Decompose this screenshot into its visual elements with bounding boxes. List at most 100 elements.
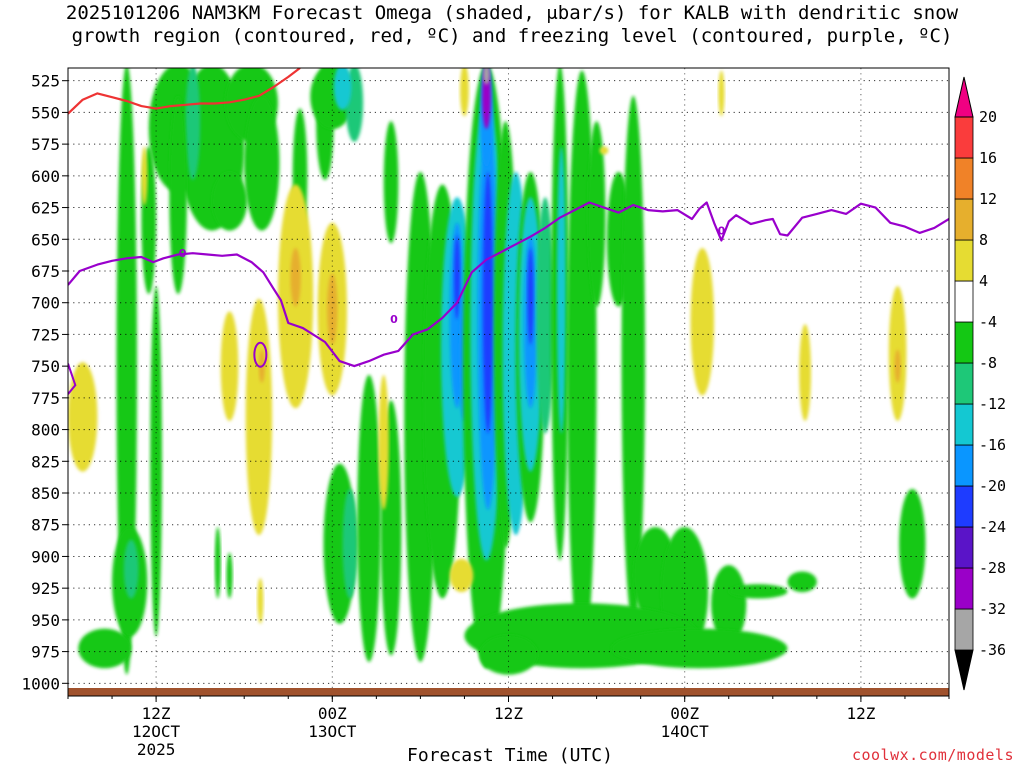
colorbar-label-4: 4 [979, 272, 988, 290]
omega-shade-38 [556, 146, 566, 434]
y-tick-label-725: 725 [31, 325, 60, 344]
omega-shade-36 [536, 197, 555, 434]
omega-shade-2 [123, 539, 139, 599]
colorbar-triangle-max [954, 76, 974, 118]
omega-shade-76 [799, 324, 811, 421]
omega-shade-72 [460, 68, 469, 117]
colorbar-label--4: -4 [979, 313, 997, 331]
x-tick-label-18-2: 13OCT [308, 722, 357, 741]
omega-shade-29 [483, 68, 490, 85]
omega-shade-16 [383, 121, 399, 244]
omega-shade-48 [357, 374, 381, 662]
omega-shade-66 [290, 247, 301, 307]
dgz-contour-line [68, 68, 301, 115]
y-tick-label-625: 625 [31, 199, 60, 218]
colorbar-swatch--4 [954, 280, 974, 323]
omega-shade-54 [899, 489, 926, 599]
y-tick-label-975: 975 [31, 643, 60, 662]
omega-shade-9 [211, 171, 248, 231]
x-tick-label-6-2: 12OCT [132, 722, 181, 741]
colorbar-label-8: 8 [979, 231, 988, 249]
omega-shade-28 [482, 68, 491, 130]
omega-shade-74 [718, 70, 725, 117]
freezing-loop-1 [253, 341, 268, 368]
gridlines [68, 68, 949, 696]
x-tick-label-30-1: 12Z [494, 704, 523, 723]
colorbar-swatch--28 [954, 526, 974, 569]
x-tick-label-42-1: 00Z [670, 704, 699, 723]
colorbar-label--24: -24 [979, 518, 1006, 536]
y-tick-label-600: 600 [31, 167, 60, 186]
colorbar-label--20: -20 [979, 477, 1006, 495]
colorbar-label-12: 12 [979, 190, 997, 208]
x-tick-label-54-1: 12Z [846, 704, 875, 723]
x-tick-label-6-1: 12Z [142, 704, 171, 723]
omega-shade-51 [226, 552, 233, 599]
x-tick-label-42-2: 14OCT [661, 722, 710, 741]
y-tick-label-800: 800 [31, 421, 60, 440]
colorbar-swatch--8 [954, 321, 974, 364]
freezing-contour-label-2: 0 [718, 224, 726, 237]
chart-title-line2: growth region (contoured, red, ºC) and f… [71, 25, 953, 47]
y-tick-label-950: 950 [31, 611, 60, 630]
contour-lines: 0 0 0 [68, 68, 949, 395]
omega-shade-60 [68, 362, 98, 472]
omega-shade-73 [599, 146, 609, 155]
y-tick-label-925: 925 [31, 579, 60, 598]
omega-shade-53 [787, 571, 817, 593]
colorbar-label--32: -32 [979, 600, 1006, 618]
freezing-loop-2 [68, 363, 77, 395]
omega-shade-69 [257, 577, 264, 624]
omega-shade-42 [621, 95, 646, 624]
colorbar-swatch--20 [954, 444, 974, 487]
x-tick-label-6-3: 2025 [137, 740, 176, 759]
colorbar-swatch-12 [954, 157, 974, 200]
omega-shade-56 [611, 628, 788, 669]
omega-shade-35 [527, 247, 534, 345]
omega-shade-21 [454, 235, 461, 320]
y-tick-label-1000: 1000 [21, 674, 60, 693]
colorbar-label--12: -12 [979, 395, 1006, 413]
freezing-contour-label-1: 0 [390, 313, 398, 326]
omega-shade-26 [482, 171, 494, 434]
colorbar-swatch--12 [954, 362, 974, 405]
chart-title: 2025101206 NAM3KM Forecast Omega (shaded… [0, 2, 1024, 48]
omega-shade-50 [214, 527, 221, 599]
omega-shade-10 [185, 68, 201, 180]
omega-shade-47 [342, 489, 358, 599]
omega-shade-70 [378, 374, 389, 510]
omega-shade-4 [150, 286, 162, 637]
colorbar-label--8: -8 [979, 354, 997, 372]
colorbar-swatch-8 [954, 198, 974, 241]
y-tick-label-700: 700 [31, 294, 60, 313]
y-tick-label-750: 750 [31, 357, 60, 376]
omega-shade-78 [894, 349, 901, 383]
colorbar-swatch--24 [954, 485, 974, 528]
x-tick-label-18-1: 00Z [318, 704, 347, 723]
colorbar-swatch-4 [954, 239, 974, 282]
omega-shade-61 [141, 146, 148, 206]
omega-shade-45 [711, 565, 747, 643]
y-tick-label-825: 825 [31, 452, 60, 471]
y-tick-label-850: 850 [31, 484, 60, 503]
y-tick-label-525: 525 [31, 72, 60, 91]
x-axis-title: Forecast Time (UTC) [407, 745, 613, 766]
omega-shade-0 [116, 68, 138, 675]
freezing-level-line [68, 201, 949, 368]
omega-shade-58 [169, 95, 187, 295]
colorbar: -36 -32 -28 -24 -20 -16 -12 -8 -4 4 8 12 16 20 [954, 76, 1006, 691]
omega-shade-3 [78, 628, 132, 669]
colorbar-swatch--36 [954, 608, 974, 651]
colorbar-swatch--16 [954, 403, 974, 446]
chart-title-line1: 2025101206 NAM3KM Forecast Omega (shaded… [65, 2, 959, 24]
colorbar-triangle-min [954, 649, 974, 691]
omega-shade-40 [587, 121, 606, 307]
y-tick-label-550: 550 [31, 103, 60, 122]
y-tick-label-675: 675 [31, 262, 60, 281]
y-tick-label-775: 775 [31, 389, 60, 408]
y-tick-label-650: 650 [31, 230, 60, 249]
omega-shade-68 [327, 273, 338, 345]
ground-surface [68, 688, 949, 696]
